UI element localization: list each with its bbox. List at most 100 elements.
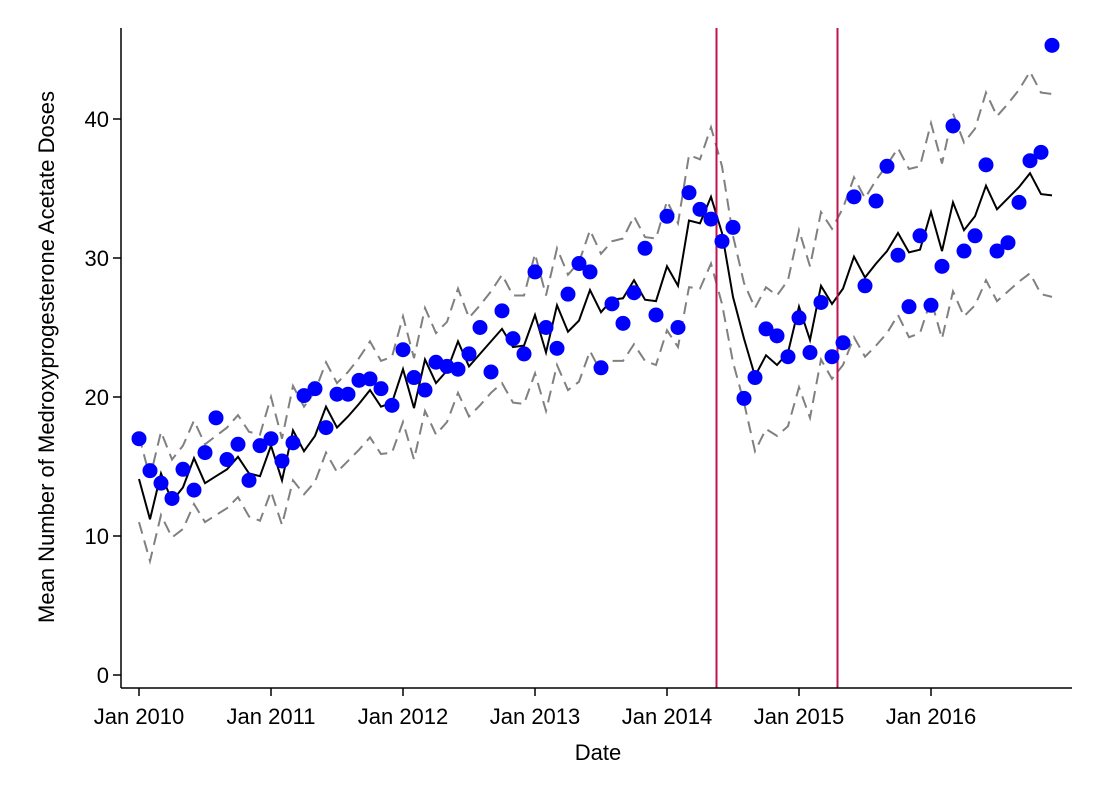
y-tick-label: 0 xyxy=(97,663,109,688)
data-point xyxy=(670,320,686,335)
x-tick-label: Jan 2011 xyxy=(227,704,316,729)
data-point xyxy=(263,431,279,447)
data-point xyxy=(758,321,774,337)
data-point xyxy=(1022,153,1038,169)
fitted-line-group xyxy=(138,171,1053,520)
data-point xyxy=(857,278,873,294)
data-point xyxy=(197,445,213,461)
x-tick-label: Jan 2013 xyxy=(490,704,581,729)
data-point xyxy=(791,310,807,326)
data-point xyxy=(384,397,400,413)
data-point xyxy=(582,264,598,280)
data-point xyxy=(483,364,499,380)
data-point xyxy=(736,390,752,406)
data-point xyxy=(505,331,521,347)
data-point xyxy=(659,208,675,224)
data-point xyxy=(153,475,169,491)
y-tick-labels: 0 10 20 30 40 xyxy=(85,107,109,688)
data-point xyxy=(813,294,829,310)
data-point xyxy=(362,371,378,387)
x-tick-label: Jan 2010 xyxy=(94,704,185,729)
data-point xyxy=(1033,144,1049,160)
data-point xyxy=(450,361,466,377)
y-tick-label: 10 xyxy=(85,524,109,549)
data-point xyxy=(274,453,290,469)
bound-lines xyxy=(138,69,1053,565)
data-point xyxy=(835,335,851,351)
data-point xyxy=(527,264,543,280)
data-point xyxy=(461,346,477,362)
data-point xyxy=(186,482,202,498)
data-point xyxy=(340,386,356,402)
data-point xyxy=(747,370,763,386)
data-point xyxy=(131,431,147,447)
data-point xyxy=(164,490,180,506)
data-point xyxy=(956,243,972,259)
data-point xyxy=(604,296,620,312)
data-point xyxy=(307,381,323,397)
data-point xyxy=(219,452,235,468)
axes xyxy=(113,28,1072,696)
data-point xyxy=(802,345,818,361)
data-point xyxy=(549,340,565,356)
data-point xyxy=(406,370,422,386)
x-tick-label: Jan 2014 xyxy=(622,704,713,729)
data-point xyxy=(923,297,939,313)
data-point xyxy=(868,193,884,209)
y-tick-label: 40 xyxy=(85,107,109,132)
data-point xyxy=(692,201,708,217)
data-point xyxy=(934,258,950,274)
data-point xyxy=(769,328,785,344)
data-point xyxy=(912,228,928,244)
data-point xyxy=(846,189,862,205)
data-point xyxy=(230,436,246,452)
x-axis-title: Date xyxy=(575,740,621,765)
y-axis-title: Mean Number of Medroxyprogesterone Aceta… xyxy=(34,91,59,623)
data-point xyxy=(637,240,653,256)
data-point xyxy=(296,388,312,404)
data-point xyxy=(978,157,994,173)
data-points xyxy=(131,37,1060,506)
data-point xyxy=(417,382,433,398)
data-point xyxy=(472,320,488,335)
data-point xyxy=(989,243,1005,259)
x-tick-label: Jan 2016 xyxy=(886,704,977,729)
data-point xyxy=(252,438,268,454)
data-point xyxy=(538,320,554,335)
data-point xyxy=(593,360,609,376)
data-point xyxy=(626,285,642,301)
data-point xyxy=(285,435,301,451)
lower-bound-line xyxy=(138,260,1053,565)
data-point xyxy=(1044,37,1060,53)
data-point xyxy=(890,247,906,263)
data-point xyxy=(1011,194,1027,210)
vertical-lines xyxy=(715,28,839,688)
data-point xyxy=(648,307,664,323)
x-tick-label: Jan 2015 xyxy=(754,704,845,729)
data-point xyxy=(318,420,334,436)
data-point xyxy=(824,349,840,365)
x-tick-labels: Jan 2010 Jan 2011 Jan 2012 Jan 2013 Jan 2014… xyxy=(94,704,977,729)
data-point xyxy=(560,286,576,302)
data-point xyxy=(241,472,257,488)
x-tick-label: Jan 2012 xyxy=(358,704,449,729)
data-point xyxy=(725,219,741,235)
data-point xyxy=(714,233,730,249)
data-point xyxy=(175,461,191,477)
data-point xyxy=(494,303,510,319)
data-point xyxy=(1000,235,1016,251)
data-point xyxy=(967,228,983,244)
data-point xyxy=(142,463,158,479)
data-point xyxy=(329,386,345,402)
data-point xyxy=(395,342,411,358)
data-point xyxy=(516,346,532,362)
upper-bound-line xyxy=(138,69,1053,478)
data-point xyxy=(571,256,587,272)
data-point xyxy=(901,299,917,315)
data-point xyxy=(373,381,389,397)
y-tick-label: 30 xyxy=(85,246,109,271)
data-point xyxy=(879,158,895,174)
data-point xyxy=(615,315,631,331)
data-point xyxy=(351,372,367,388)
